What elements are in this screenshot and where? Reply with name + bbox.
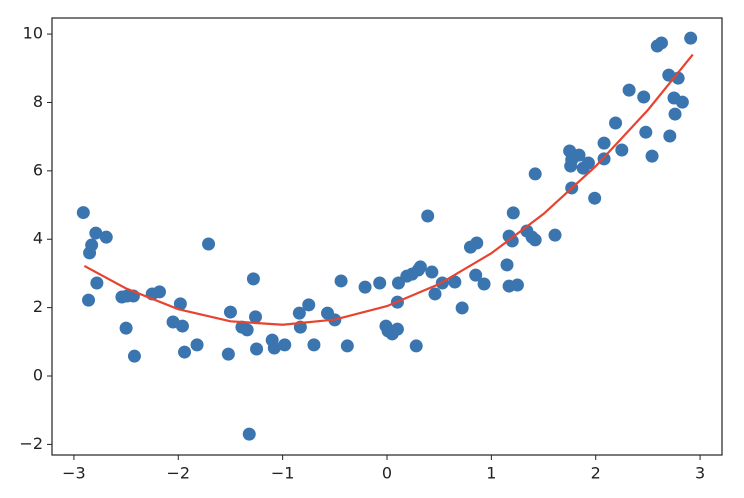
- scatter-point: [421, 209, 435, 223]
- scatter-point: [373, 276, 387, 290]
- x-tick-label: 1: [486, 464, 496, 483]
- scatter-point: [622, 83, 636, 97]
- scatter-point: [564, 159, 578, 173]
- scatter-point: [428, 287, 442, 301]
- scatter-point: [242, 427, 256, 441]
- scatter-point: [127, 349, 141, 363]
- y-tick-label: 4: [33, 229, 43, 248]
- scatter-point: [278, 338, 292, 352]
- scatter-point: [152, 285, 166, 299]
- x-tick-label: 0: [382, 464, 392, 483]
- scatter-point: [173, 297, 187, 311]
- scatter-point: [340, 339, 354, 353]
- scatter-point: [292, 306, 306, 320]
- scatter-point: [581, 156, 595, 170]
- scatter-point: [390, 322, 404, 336]
- scatter-point: [175, 319, 189, 333]
- scatter-point: [425, 265, 439, 279]
- scatter-point: [240, 323, 254, 337]
- scatter-point: [455, 301, 469, 315]
- scatter-point: [588, 191, 602, 205]
- scatter-point: [249, 310, 263, 324]
- scatter-point: [178, 345, 192, 359]
- x-tick-label: 2: [591, 464, 601, 483]
- scatter-point: [413, 260, 427, 274]
- y-tick-label: 6: [33, 160, 43, 179]
- scatter-point: [448, 275, 462, 289]
- scatter-point: [76, 206, 90, 220]
- scatter-point: [528, 167, 542, 181]
- x-tick-label: −3: [62, 464, 86, 483]
- scatter-point: [663, 129, 677, 143]
- scatter-point: [470, 236, 484, 250]
- scatter-point: [307, 338, 321, 352]
- scatter-point: [500, 258, 514, 272]
- y-tick-label: −2: [19, 434, 43, 453]
- scatter-point: [615, 143, 629, 157]
- scatter-point: [639, 125, 653, 139]
- scatter-point: [528, 233, 542, 247]
- x-tick-label: −2: [166, 464, 190, 483]
- scatter-point: [246, 272, 260, 286]
- scatter-point: [99, 230, 113, 244]
- scatter-point: [510, 278, 524, 292]
- scatter-point: [668, 107, 682, 121]
- scatter-point: [637, 90, 651, 104]
- scatter-point: [675, 95, 689, 109]
- y-tick-label: 10: [23, 24, 43, 43]
- scatter-point: [302, 298, 316, 312]
- scatter-point: [267, 341, 281, 355]
- scatter-point: [505, 234, 519, 248]
- x-tick-label: 3: [695, 464, 705, 483]
- scatter-point: [609, 116, 623, 130]
- plot-frame: [51, 17, 723, 456]
- scatter-point: [506, 206, 520, 220]
- scatter-point: [89, 226, 103, 240]
- scatter-point: [572, 148, 586, 162]
- scatter-point: [684, 31, 698, 45]
- scatter-point: [409, 339, 423, 353]
- scatter-point: [654, 36, 668, 50]
- x-tick-label: −1: [271, 464, 295, 483]
- scatter-point: [469, 268, 483, 282]
- scatter-point: [221, 347, 235, 361]
- scatter-point: [82, 293, 96, 307]
- scatter-point: [223, 305, 237, 319]
- scatter-point: [119, 321, 133, 335]
- y-tick-label: 2: [33, 297, 43, 316]
- scatter-point: [250, 342, 264, 356]
- scatter-point: [90, 276, 104, 290]
- scatter-point: [190, 338, 204, 352]
- fit-line: [83, 53, 694, 326]
- scatter-point: [334, 274, 348, 288]
- scatter-point: [548, 228, 562, 242]
- scatter-point: [83, 246, 97, 260]
- scatter-point: [597, 136, 611, 150]
- scatter-point: [202, 237, 216, 251]
- y-tick-label: 8: [33, 92, 43, 111]
- scatter-point: [358, 280, 372, 294]
- y-tick-label: 0: [33, 366, 43, 385]
- scatter-point: [645, 149, 659, 163]
- scatter-point: [477, 277, 491, 291]
